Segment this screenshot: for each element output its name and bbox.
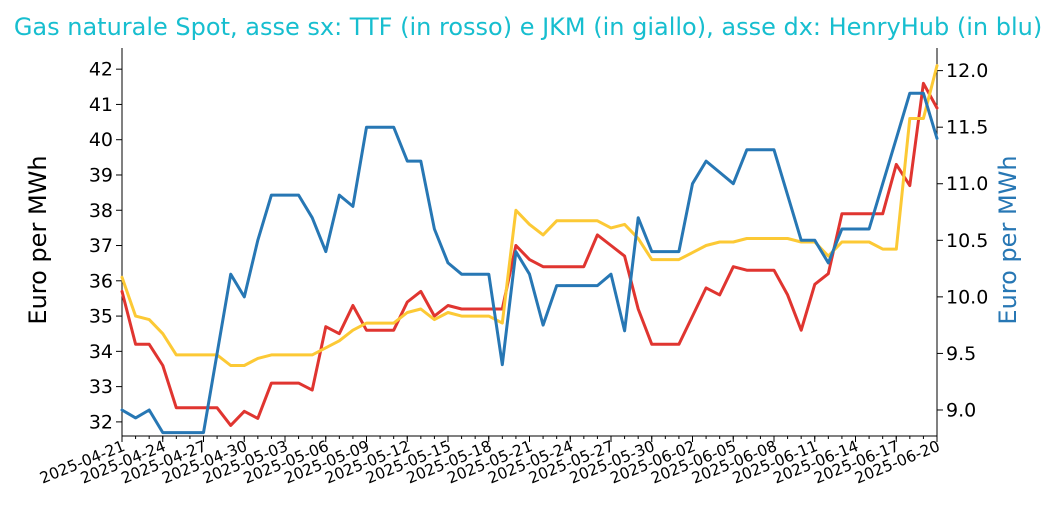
right-y-axis: 9.0 9.5 10.0 10.5 11.0 11.5 12.0 <box>936 48 988 436</box>
left-tick-label: 34 <box>89 341 113 363</box>
left-y-axis-label: Euro per MWh <box>24 155 52 324</box>
right-tick-label: 12.0 <box>946 60 988 82</box>
left-tick-label: 35 <box>89 306 113 328</box>
left-tick-label: 40 <box>89 129 113 151</box>
left-tick-label: 33 <box>89 376 113 398</box>
left-y-axis: 32 33 34 35 36 37 38 39 40 41 42 <box>89 48 123 436</box>
right-tick-label: 9.0 <box>946 399 976 421</box>
series-line-ttf <box>120 81 939 427</box>
left-tick-label: 36 <box>89 270 113 292</box>
right-tick-label: 11.0 <box>946 173 988 195</box>
x-axis: 2025-04-212025-04-242025-04-272025-04-30… <box>37 435 942 487</box>
left-tick-label: 41 <box>89 94 113 116</box>
plot-series <box>120 64 939 435</box>
chart-title: Gas naturale Spot, asse sx: TTF (in ross… <box>14 13 1042 41</box>
series-line-henryhub <box>120 91 939 435</box>
left-tick-label: 37 <box>89 235 113 257</box>
right-tick-label: 9.5 <box>946 343 976 365</box>
left-tick-label: 42 <box>89 59 113 81</box>
series-line-jkm <box>120 64 939 367</box>
right-y-axis-label: Euro per MWh <box>994 155 1022 324</box>
left-tick-label: 39 <box>89 164 113 186</box>
right-tick-label: 11.5 <box>946 117 988 139</box>
left-tick-label: 32 <box>89 411 113 433</box>
left-tick-label: 38 <box>89 200 113 222</box>
right-tick-label: 10.5 <box>946 230 988 252</box>
right-tick-label: 10.0 <box>946 286 988 308</box>
